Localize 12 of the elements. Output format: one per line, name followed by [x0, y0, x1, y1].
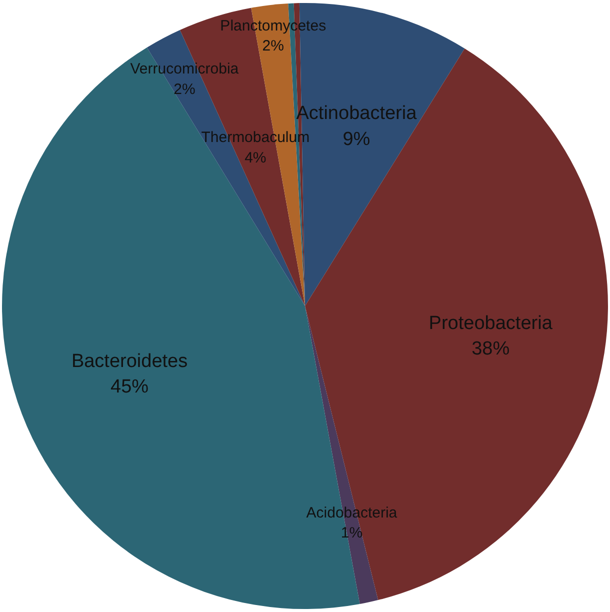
data-label: 1%: [340, 524, 363, 542]
slice-label: Thermobaculum: [201, 129, 310, 146]
data-label: 38%: [472, 338, 510, 360]
data-label: 4%: [244, 149, 266, 166]
slice-label: Proteobacteria: [428, 312, 553, 334]
data-label: 2%: [174, 80, 196, 98]
slice-label: Planctomycetes: [220, 17, 326, 34]
slice-label: Acidobacteria: [306, 504, 398, 522]
data-label: 9%: [342, 128, 370, 150]
slice-label: Bacteroidetes: [71, 350, 188, 372]
data-label: 2%: [262, 38, 284, 55]
data-label: 45%: [110, 376, 149, 398]
